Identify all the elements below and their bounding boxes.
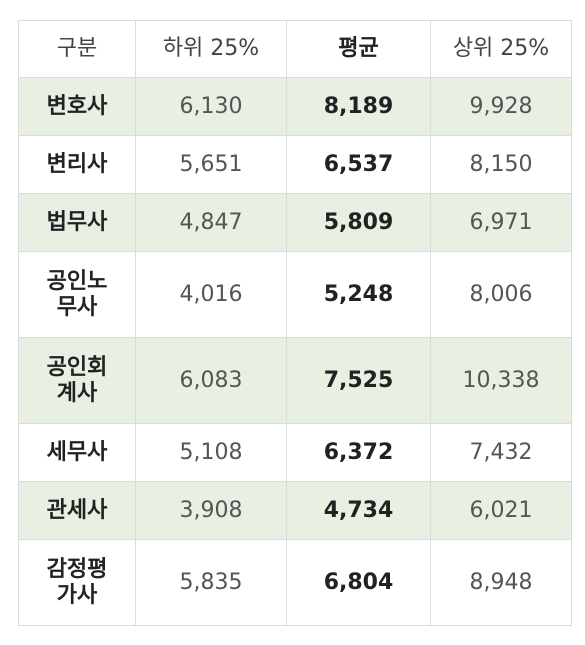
row-name: 변호사 bbox=[46, 93, 108, 119]
row-name-line-1: 감정평 bbox=[46, 556, 108, 582]
row-name-cell: 공인노 무사 bbox=[18, 251, 136, 338]
lower-25-value: 4,016 bbox=[135, 251, 287, 338]
row-name-cell: 법무사 bbox=[18, 193, 136, 252]
upper-25-value: 8,006 bbox=[430, 251, 572, 338]
upper-25-value: 9,928 bbox=[430, 77, 572, 136]
average-value: 6,372 bbox=[286, 423, 431, 482]
row-name: 변리사 bbox=[46, 151, 108, 177]
table-row: 법무사 4,847 5,809 6,971 bbox=[18, 193, 572, 252]
average-value: 6,804 bbox=[286, 539, 431, 626]
table-row: 감정평 가사 5,835 6,804 8,948 bbox=[18, 539, 572, 626]
upper-25-value: 7,432 bbox=[430, 423, 572, 482]
row-name-cell: 세무사 bbox=[18, 423, 136, 482]
row-name-line-2: 계사 bbox=[56, 380, 98, 406]
row-name-line-2: 가사 bbox=[56, 582, 98, 608]
table-row: 공인노 무사 4,016 5,248 8,006 bbox=[18, 251, 572, 338]
lower-25-value: 6,083 bbox=[135, 337, 287, 424]
income-table: 구분 하위 25% 평균 상위 25% 변호사 6,130 8,189 9,92… bbox=[18, 20, 572, 626]
row-name-cell: 관세사 bbox=[18, 481, 136, 540]
lower-25-value: 4,847 bbox=[135, 193, 287, 252]
average-value: 8,189 bbox=[286, 77, 431, 136]
upper-25-value: 8,948 bbox=[430, 539, 572, 626]
lower-25-value: 5,651 bbox=[135, 135, 287, 194]
upper-25-value: 6,971 bbox=[430, 193, 572, 252]
table-row: 관세사 3,908 4,734 6,021 bbox=[18, 481, 572, 540]
row-name-cell: 감정평 가사 bbox=[18, 539, 136, 626]
row-name: 세무사 bbox=[46, 439, 108, 465]
row-name-line-2: 무사 bbox=[56, 294, 98, 320]
row-name-line-1: 공인회 bbox=[46, 354, 108, 380]
average-value: 7,525 bbox=[286, 337, 431, 424]
row-name-cell: 변리사 bbox=[18, 135, 136, 194]
header-average: 평균 bbox=[286, 20, 431, 78]
lower-25-value: 3,908 bbox=[135, 481, 287, 540]
row-name-line-1: 공인노 bbox=[46, 268, 108, 294]
average-value: 6,537 bbox=[286, 135, 431, 194]
table-row: 변리사 5,651 6,537 8,150 bbox=[18, 135, 572, 194]
header-category: 구분 bbox=[18, 20, 136, 78]
lower-25-value: 6,130 bbox=[135, 77, 287, 136]
upper-25-value: 10,338 bbox=[430, 337, 572, 424]
table-row: 공인회 계사 6,083 7,525 10,338 bbox=[18, 337, 572, 424]
row-name-cell: 공인회 계사 bbox=[18, 337, 136, 424]
average-value: 4,734 bbox=[286, 481, 431, 540]
table-row: 세무사 5,108 6,372 7,432 bbox=[18, 423, 572, 482]
lower-25-value: 5,835 bbox=[135, 539, 287, 626]
upper-25-value: 8,150 bbox=[430, 135, 572, 194]
row-name-cell: 변호사 bbox=[18, 77, 136, 136]
average-value: 5,809 bbox=[286, 193, 431, 252]
header-row: 구분 하위 25% 평균 상위 25% bbox=[18, 20, 572, 78]
average-value: 5,248 bbox=[286, 251, 431, 338]
lower-25-value: 5,108 bbox=[135, 423, 287, 482]
row-name: 관세사 bbox=[46, 497, 108, 523]
upper-25-value: 6,021 bbox=[430, 481, 572, 540]
row-name: 법무사 bbox=[46, 209, 108, 235]
header-upper-25: 상위 25% bbox=[430, 20, 572, 78]
income-table-container: 구분 하위 25% 평균 상위 25% 변호사 6,130 8,189 9,92… bbox=[18, 20, 572, 626]
table-row: 변호사 6,130 8,189 9,928 bbox=[18, 77, 572, 136]
header-lower-25: 하위 25% bbox=[135, 20, 287, 78]
